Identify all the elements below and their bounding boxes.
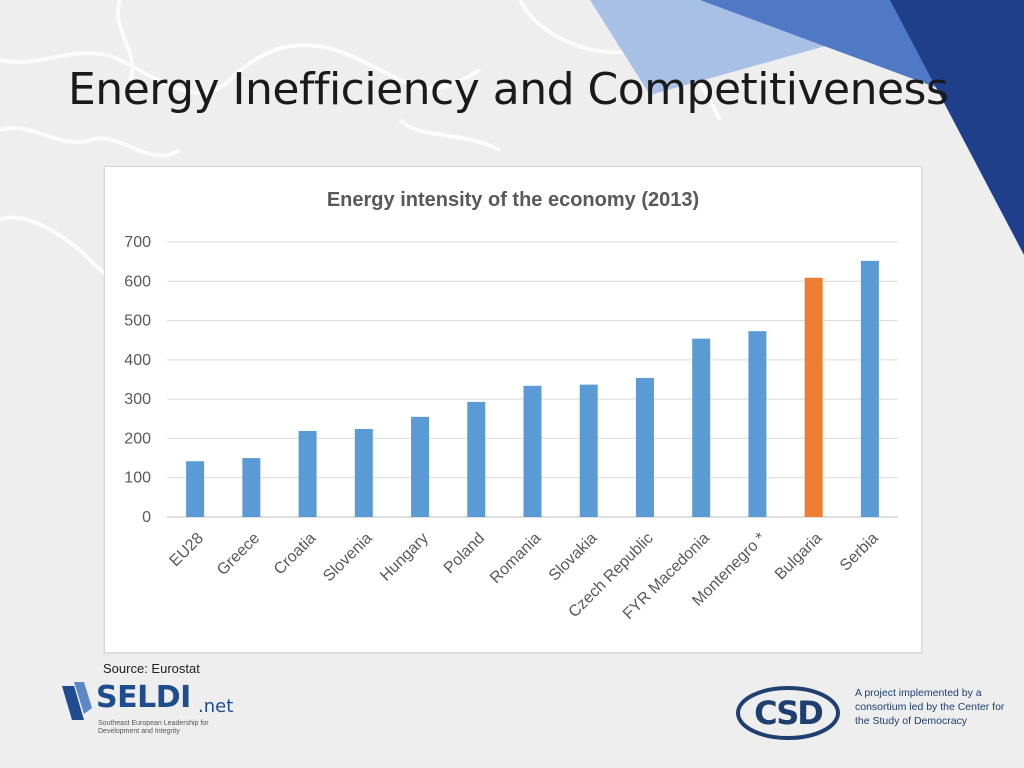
bar: [804, 277, 823, 517]
y-tick-label: 500: [124, 313, 151, 330]
x-tick-label: Croatia: [271, 530, 320, 579]
x-tick-label: Poland: [441, 530, 488, 577]
y-tick-label: 200: [124, 430, 151, 447]
chart-panel: Energy intensity of the economy (2013) 0…: [104, 166, 922, 653]
slide-title: Energy Inefficiency and Competitiveness: [68, 64, 949, 115]
bar: [242, 458, 261, 517]
x-axis-ticks: EU28 Greece Croatia Slovenia Hungary PolandRo…: [167, 530, 882, 623]
csd-logo-icon: CSD: [736, 686, 840, 740]
bar: [354, 429, 373, 517]
x-tick-label: Greece: [214, 530, 263, 579]
bars: [186, 260, 879, 517]
bar: [748, 331, 767, 517]
x-tick-label: EU28: [167, 530, 207, 570]
source-note: Source: Eurostat: [103, 661, 200, 676]
map-outline: [0, 0, 722, 293]
bar: [467, 401, 486, 517]
x-tick-label: Slovenia: [320, 530, 375, 585]
y-tick-label: 400: [124, 352, 151, 369]
bar: [411, 416, 430, 517]
seldi-logo: SELDI .net Southeast European Leadership…: [60, 680, 260, 742]
seldi-name: SELDI: [96, 680, 191, 715]
seldi-tagline: Southeast European Leadership for Develo…: [98, 720, 209, 735]
bar: [298, 430, 317, 517]
bar: [635, 377, 654, 517]
svg-text:CSD: CSD: [754, 694, 822, 732]
y-tick-label: 300: [124, 391, 151, 408]
bar: [186, 461, 205, 517]
x-tick-label: Hungary: [377, 530, 432, 585]
y-tick-label: 700: [124, 234, 151, 251]
y-tick-label: 0: [142, 509, 151, 526]
y-tick-label: 600: [124, 273, 151, 290]
seldi-domain: .net: [198, 696, 234, 717]
x-tick-label: Romania: [487, 530, 544, 587]
bar: [523, 385, 542, 517]
chart-title: Energy intensity of the economy (2013): [327, 189, 699, 211]
bar: [579, 384, 598, 517]
csd-consortium-text: A project implemented by a consortium le…: [855, 687, 1005, 727]
y-axis-ticks: 0 100 200 300 400 500 600 700: [124, 234, 151, 526]
bar: [860, 260, 879, 517]
y-tick-label: 100: [124, 470, 151, 487]
triangle-dark: [890, 0, 1024, 255]
bar: [692, 338, 711, 517]
bar-chart: Energy intensity of the economy (2013) 0…: [124, 189, 898, 623]
x-tick-label: Slovakia: [546, 530, 601, 585]
seldi-mark-icon: [62, 682, 92, 720]
x-tick-label: Bulgaria: [772, 530, 826, 584]
x-tick-label: Serbia: [837, 530, 882, 575]
